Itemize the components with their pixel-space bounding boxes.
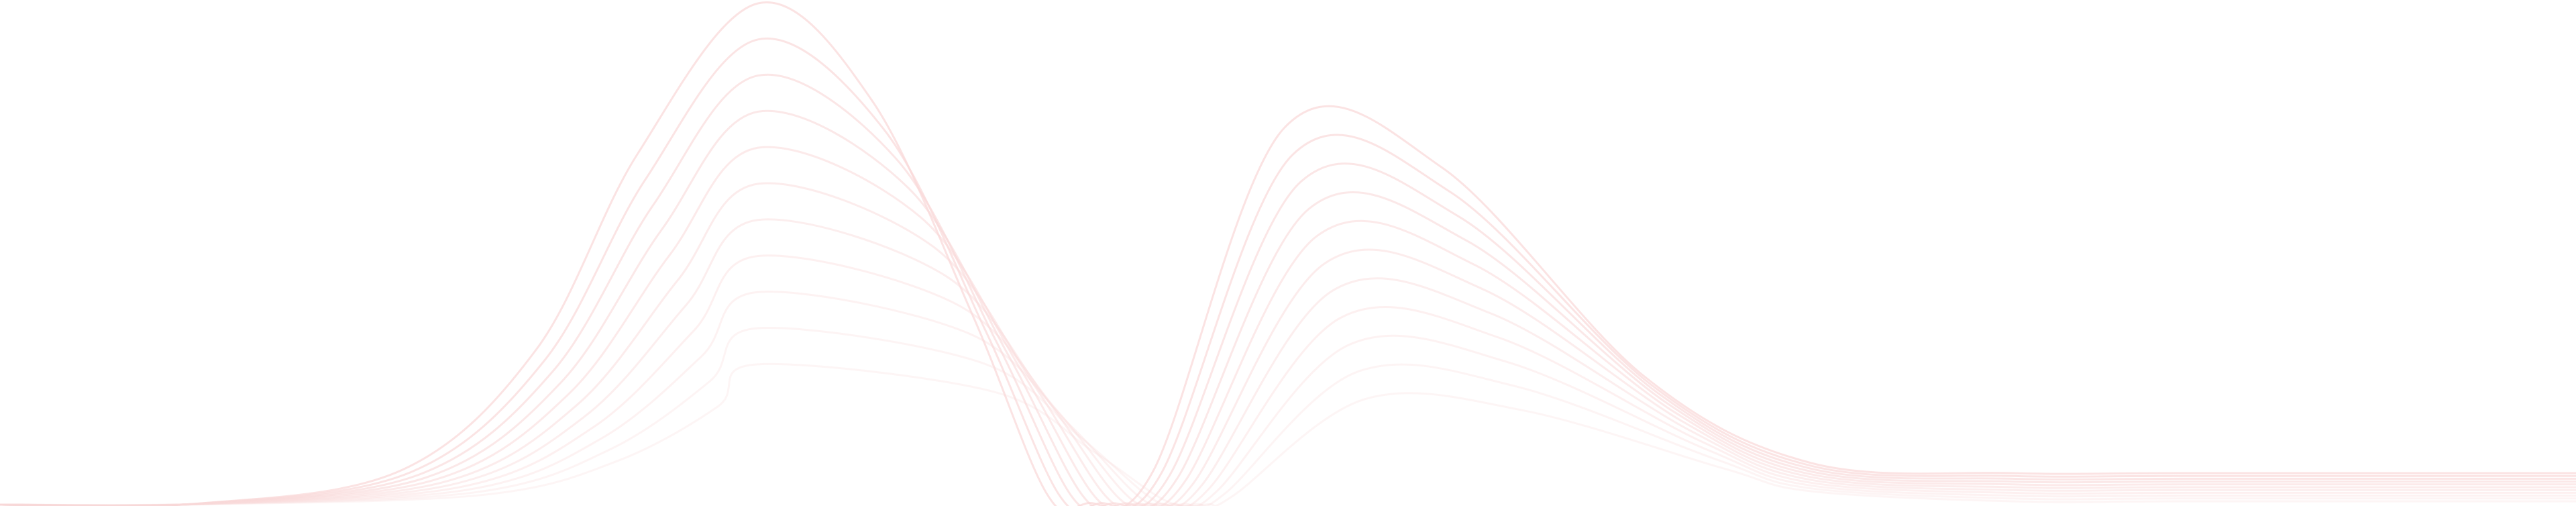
wave-line xyxy=(0,327,2576,506)
wave-line xyxy=(0,362,2576,506)
wave-line xyxy=(0,146,2576,506)
wave-line xyxy=(0,73,2576,506)
wave-line xyxy=(0,218,2576,506)
wave-line xyxy=(0,109,2576,506)
wave-line xyxy=(0,291,2576,506)
wave-line xyxy=(0,254,2576,506)
wave-line xyxy=(0,37,2576,506)
wave-line xyxy=(0,182,2576,506)
